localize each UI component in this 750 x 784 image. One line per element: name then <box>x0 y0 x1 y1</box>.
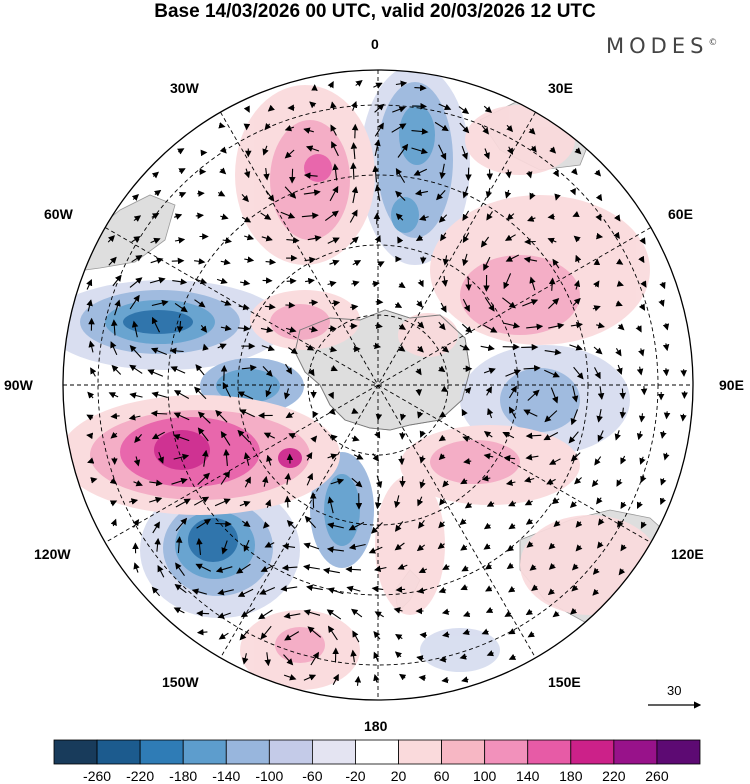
colorbar-tick-label: -20 <box>345 768 365 784</box>
colorbar-swatches <box>54 740 700 764</box>
colorbar-tick-label: 220 <box>602 768 625 784</box>
colorbar-swatch <box>442 740 485 764</box>
colorbar-swatch <box>355 740 398 764</box>
colorbar-tick-label: 180 <box>559 768 582 784</box>
colorbar-tick-label: -220 <box>126 768 154 784</box>
colorbar-swatch <box>528 740 571 764</box>
colorbar-tick-label: 260 <box>645 768 668 784</box>
colorbar-swatch <box>269 740 312 764</box>
colorbar-swatch <box>54 740 97 764</box>
colorbar-tick-label: -180 <box>169 768 197 784</box>
colorbar-swatch <box>312 740 355 764</box>
colorbar-tick-label: -260 <box>83 768 111 784</box>
colorbar-swatch <box>571 740 614 764</box>
colorbar-swatch <box>399 740 442 764</box>
colorbar-swatch <box>140 740 183 764</box>
colorbar-swatch <box>226 740 269 764</box>
colorbar-tick-label: 20 <box>391 768 407 784</box>
colorbar-tick-label: -140 <box>212 768 240 784</box>
colorbar-tick-label: 60 <box>434 768 450 784</box>
colorbar-swatch <box>485 740 528 764</box>
colorbar-swatch <box>657 740 700 764</box>
colorbar-swatch <box>97 740 140 764</box>
colorbar-tick-label: -100 <box>255 768 283 784</box>
colorbar-swatch <box>614 740 657 764</box>
colorbar-tick-label: 100 <box>473 768 496 784</box>
colorbar-tick-label: -60 <box>302 768 322 784</box>
colorbar-swatch <box>183 740 226 764</box>
colorbar-tick-label: 140 <box>516 768 539 784</box>
